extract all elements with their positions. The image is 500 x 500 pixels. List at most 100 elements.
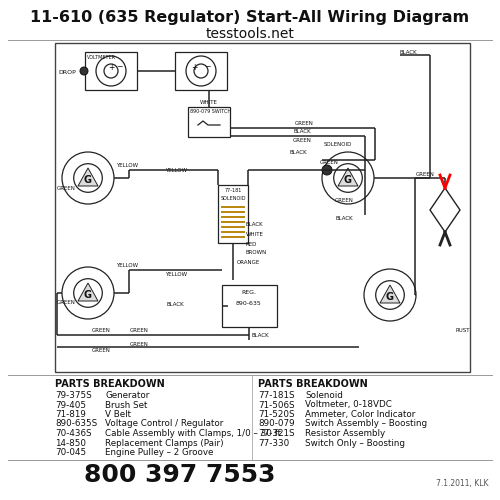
Text: 14-850: 14-850 xyxy=(55,438,86,448)
Text: Brush Set: Brush Set xyxy=(105,400,148,409)
Polygon shape xyxy=(78,168,98,186)
Text: BLACK: BLACK xyxy=(166,302,184,308)
Circle shape xyxy=(104,64,118,78)
Text: −: − xyxy=(116,62,122,72)
Text: YELLOW: YELLOW xyxy=(165,272,187,276)
Text: BLACK: BLACK xyxy=(251,333,268,338)
Circle shape xyxy=(74,164,102,192)
Text: 71-506S: 71-506S xyxy=(258,400,294,409)
Text: 7.1.2011, KLK: 7.1.2011, KLK xyxy=(436,479,488,488)
Circle shape xyxy=(334,164,362,192)
Bar xyxy=(222,285,277,327)
Text: GREEN: GREEN xyxy=(295,121,314,126)
Text: 77-181S: 77-181S xyxy=(258,391,294,400)
Text: YELLOW: YELLOW xyxy=(165,168,187,172)
Text: 71-819: 71-819 xyxy=(55,410,86,419)
Text: Switch Only – Boosting: Switch Only – Boosting xyxy=(305,438,405,448)
Polygon shape xyxy=(78,283,98,301)
Text: GREEN: GREEN xyxy=(92,328,111,333)
Circle shape xyxy=(194,64,208,78)
Text: 77-330: 77-330 xyxy=(258,438,289,448)
Text: 890-079: 890-079 xyxy=(258,420,294,428)
Text: 77-321S: 77-321S xyxy=(258,429,294,438)
Text: +: + xyxy=(108,62,114,72)
Bar xyxy=(218,185,248,243)
Text: Voltmeter, 0-18VDC: Voltmeter, 0-18VDC xyxy=(305,400,392,409)
Text: REG.: REG. xyxy=(242,290,256,295)
Text: YELLOW: YELLOW xyxy=(116,263,138,268)
Text: GREEN: GREEN xyxy=(335,198,354,202)
Text: G: G xyxy=(84,290,92,300)
Text: BLACK: BLACK xyxy=(293,129,310,134)
Text: Replacement Clamps (Pair): Replacement Clamps (Pair) xyxy=(105,438,224,448)
Text: G: G xyxy=(84,175,92,185)
Circle shape xyxy=(80,67,88,75)
Polygon shape xyxy=(338,168,358,186)
Text: WHITE: WHITE xyxy=(246,232,264,237)
Text: GREEN: GREEN xyxy=(130,328,149,332)
Text: Generator: Generator xyxy=(105,391,150,400)
Polygon shape xyxy=(380,285,400,303)
Text: GREEN: GREEN xyxy=(320,160,339,166)
Text: GREEN: GREEN xyxy=(130,342,149,347)
Text: BLACK: BLACK xyxy=(290,150,308,154)
Text: Cable Assembly with Clamps, 1/0 – 30 ft.: Cable Assembly with Clamps, 1/0 – 30 ft. xyxy=(105,429,284,438)
Text: Solenoid: Solenoid xyxy=(305,391,343,400)
Circle shape xyxy=(364,269,416,321)
Text: PARTS BREAKDOWN: PARTS BREAKDOWN xyxy=(55,379,165,389)
Text: BLACK: BLACK xyxy=(335,216,352,220)
Text: GREEN: GREEN xyxy=(293,138,312,142)
Circle shape xyxy=(74,278,102,308)
Text: BROWN: BROWN xyxy=(246,250,267,256)
Text: Engine Pulley – 2 Groove: Engine Pulley – 2 Groove xyxy=(105,448,214,457)
Text: GREEN: GREEN xyxy=(57,186,76,190)
Text: YELLOW: YELLOW xyxy=(116,163,138,168)
Text: V Belt: V Belt xyxy=(105,410,131,419)
Text: VOLTMETER: VOLTMETER xyxy=(87,55,116,60)
Bar xyxy=(188,107,230,137)
Text: 890-635: 890-635 xyxy=(236,301,262,306)
Text: WHITE: WHITE xyxy=(200,100,218,105)
Text: GREEN: GREEN xyxy=(92,348,111,353)
Text: 79-405: 79-405 xyxy=(55,400,86,409)
Text: RED: RED xyxy=(246,242,258,246)
Text: 70-436S: 70-436S xyxy=(55,429,92,438)
Circle shape xyxy=(62,152,114,204)
Circle shape xyxy=(186,56,216,86)
Text: +: + xyxy=(191,62,197,72)
Text: Ammeter, Color Indicator: Ammeter, Color Indicator xyxy=(305,410,416,419)
Text: RUST: RUST xyxy=(455,328,469,332)
Text: ORANGE: ORANGE xyxy=(237,260,260,266)
Text: Resistor Assembly: Resistor Assembly xyxy=(305,429,385,438)
Text: DROP: DROP xyxy=(58,70,76,76)
Text: 890-079 SWITCH: 890-079 SWITCH xyxy=(190,109,231,114)
Text: tesstools.net: tesstools.net xyxy=(206,27,294,41)
Text: 11-610 (635 Regulator) Start-All Wiring Diagram: 11-610 (635 Regulator) Start-All Wiring … xyxy=(30,10,469,25)
Text: 77-181: 77-181 xyxy=(224,188,242,193)
Circle shape xyxy=(96,56,126,86)
Text: SOLENOID: SOLENOID xyxy=(324,142,352,146)
Circle shape xyxy=(376,280,404,310)
Text: 79-375S: 79-375S xyxy=(55,391,92,400)
Text: G: G xyxy=(386,292,394,302)
Circle shape xyxy=(62,267,114,319)
Polygon shape xyxy=(430,188,460,232)
Text: 70-045: 70-045 xyxy=(55,448,86,457)
Text: Voltage Control / Regulator: Voltage Control / Regulator xyxy=(105,420,224,428)
Bar xyxy=(175,52,227,90)
Text: SOLENOID: SOLENOID xyxy=(220,196,246,201)
Text: −: − xyxy=(204,62,210,72)
Text: 71-520S: 71-520S xyxy=(258,410,294,419)
Text: G: G xyxy=(344,175,352,185)
Text: PARTS BREAKDOWN: PARTS BREAKDOWN xyxy=(258,379,368,389)
Text: GREEN: GREEN xyxy=(416,172,435,177)
Text: BLACK: BLACK xyxy=(246,222,264,228)
Text: GREEN: GREEN xyxy=(57,300,76,306)
Text: 890-635S: 890-635S xyxy=(55,420,97,428)
Text: BLACK: BLACK xyxy=(400,50,417,55)
Bar xyxy=(55,43,470,372)
Circle shape xyxy=(322,165,332,175)
Text: 800 397 7553: 800 397 7553 xyxy=(84,463,276,487)
Circle shape xyxy=(322,152,374,204)
Text: Switch Assembly – Boosting: Switch Assembly – Boosting xyxy=(305,420,427,428)
